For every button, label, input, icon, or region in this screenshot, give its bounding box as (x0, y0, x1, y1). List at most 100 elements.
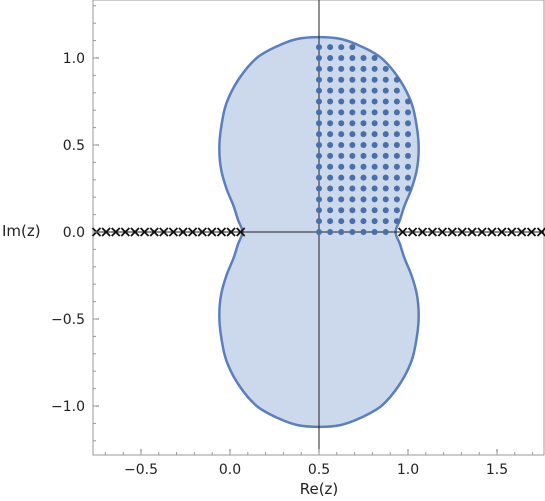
grid-point (393, 196, 400, 203)
grid-point (371, 65, 378, 72)
grid-point (360, 76, 367, 83)
grid-point (360, 207, 367, 214)
grid-point (360, 98, 367, 105)
grid-point (338, 65, 345, 72)
grid-point (382, 207, 389, 214)
cross-stroke-b (457, 227, 467, 237)
cross-stroke-b (120, 227, 130, 237)
grid-point (382, 174, 389, 181)
grid-point (327, 55, 334, 61)
grid-point (405, 131, 411, 138)
grid-point (382, 65, 389, 72)
grid-point (349, 65, 356, 72)
grid-point (338, 163, 345, 170)
grid-point (393, 152, 400, 159)
cross-mark (168, 227, 179, 237)
grid-point (360, 174, 367, 181)
grid-point (393, 109, 400, 116)
grid-point (360, 87, 367, 94)
grid-point (327, 174, 334, 181)
grid-point (371, 174, 378, 181)
x-tick-label: 0.0 (219, 462, 241, 478)
grid-point (316, 120, 322, 127)
grid-point (371, 152, 378, 159)
cross-mark (417, 227, 428, 237)
grid-point (316, 44, 322, 51)
grid-point (371, 185, 378, 192)
grid-point (393, 87, 400, 94)
cross-stroke-b (139, 227, 150, 237)
grid-point (316, 174, 322, 181)
grid-point (349, 109, 356, 116)
grid-point (405, 152, 411, 159)
cross-stroke-b (437, 227, 447, 237)
cross-stroke-b (467, 227, 477, 237)
cross-stroke-b (477, 227, 487, 237)
cross-mark (111, 227, 121, 237)
grid-point (360, 55, 367, 61)
grid-point (371, 218, 378, 225)
cross-stroke-b (447, 227, 457, 237)
cross-stroke-b (159, 227, 169, 237)
y-tick-label: −0.5 (51, 312, 85, 328)
grid-point (371, 76, 378, 83)
grid-point (349, 120, 356, 127)
grid-point (393, 174, 400, 181)
grid-point (327, 196, 334, 203)
y-axis-label: Im(z) (2, 222, 41, 240)
grid-point (338, 185, 345, 192)
grid-point (349, 55, 356, 61)
grid-point (382, 120, 389, 127)
grid-point (349, 142, 356, 148)
grid-point (327, 185, 334, 192)
grid-point (327, 76, 334, 83)
grid-point (338, 152, 345, 159)
grid-point (316, 65, 322, 72)
cross-mark (159, 227, 169, 237)
ticks-layer: −0.5 0.0 0.5 1.0 1.5 −1.0 −0.5 0.0 0.5 1.0 (51, 5, 534, 478)
grid-point (382, 196, 389, 203)
cross-mark (427, 227, 438, 237)
grid-point (371, 163, 378, 170)
grid-point (405, 174, 411, 181)
grid-point (316, 163, 322, 170)
grid-point (349, 131, 356, 138)
grid-point (393, 207, 400, 214)
grid-point (338, 76, 345, 83)
grid-point (327, 152, 334, 159)
grid-point (349, 44, 356, 51)
grid-point (405, 163, 411, 170)
grid-point (393, 120, 400, 127)
grid-point (327, 207, 334, 214)
grid-point (327, 120, 334, 127)
grid-point (316, 218, 322, 225)
grid-point (349, 87, 356, 94)
grid-point (360, 152, 367, 159)
cross-stroke-b (149, 227, 159, 237)
grid-point (316, 207, 322, 214)
grid-point (371, 196, 378, 203)
grid-point (349, 152, 356, 159)
grid-point (371, 120, 378, 127)
grid-point (382, 131, 389, 138)
grid-point (338, 109, 345, 116)
grid-point (338, 218, 345, 225)
grid-point (338, 131, 345, 138)
cross-stroke-b (130, 227, 140, 237)
grid-point (360, 65, 367, 72)
grid-point (371, 109, 378, 116)
cross-stroke-b (517, 227, 527, 237)
grid-point (360, 142, 367, 148)
x-tick-label: 1.0 (397, 462, 419, 478)
cross-mark (101, 227, 111, 237)
y-tick-label: 0.5 (63, 138, 85, 154)
cross-mark (457, 227, 467, 237)
grid-point (405, 109, 411, 116)
grid-point (338, 174, 345, 181)
grid-point (349, 163, 356, 170)
cross-mark (398, 227, 408, 237)
grid-point (316, 185, 322, 192)
grid-point (360, 218, 367, 225)
cross-stroke-b (216, 227, 227, 237)
